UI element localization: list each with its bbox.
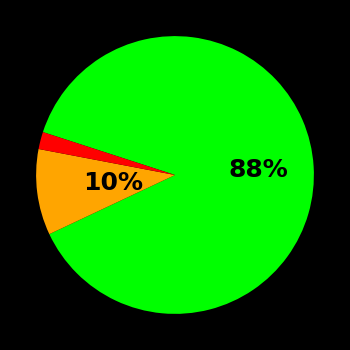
Text: 10%: 10% <box>83 171 143 195</box>
Wedge shape <box>38 132 175 175</box>
Wedge shape <box>36 149 175 234</box>
Text: 88%: 88% <box>228 158 288 182</box>
Wedge shape <box>43 36 314 314</box>
